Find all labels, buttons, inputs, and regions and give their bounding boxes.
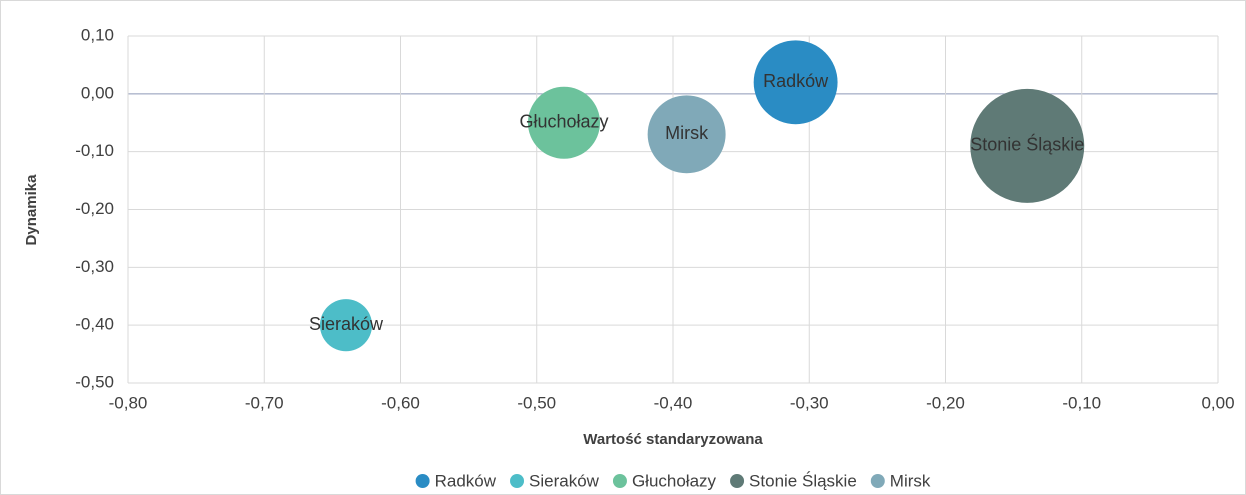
legend-marker [510,474,525,488]
y-tick-label: -0,50 [75,372,114,391]
x-tick-label: -0,20 [926,393,965,412]
x-tick-label: -0,30 [790,393,829,412]
x-tick-label: -0,70 [245,393,284,412]
legend: Radków Sieraków Głuchołazy Stonie Śląskie Mi… [415,471,931,490]
y-tick-label: -0,20 [75,199,114,218]
x-tick-label: -0,40 [654,393,693,412]
legend-label: Stonie Śląskie [749,471,857,490]
y-tick-label: -0,10 [75,141,114,160]
legend-label: Głuchołazy [632,471,717,490]
bubble [319,299,373,352]
data-label: Radków [763,71,829,91]
legend-marker [730,474,745,488]
data-label: Sieraków [309,314,384,334]
bubble [970,88,1085,203]
y-axis-title: Dynamika [23,174,40,246]
y-tick-label: -0,30 [75,257,114,276]
bubble [527,86,601,159]
data-label: Stonie Śląskie [970,134,1084,155]
y-tick-label: -0,40 [75,315,114,334]
x-tick-label: -0,60 [381,393,420,412]
legend-marker [870,474,885,488]
data-label: Głuchołazy [519,112,608,132]
y-tick-label: 0,10 [81,25,114,44]
legend-label: Sieraków [529,471,600,490]
legend-label: Mirsk [890,471,931,490]
x-axis-title: Wartość standaryzowana [583,431,763,448]
legend-label: Radków [435,471,497,490]
y-tick-label: 0,00 [81,83,114,102]
x-tick-label: -0,10 [1062,393,1101,412]
bubble [647,95,726,174]
legend-marker [415,474,430,488]
x-tick-label: -0,80 [109,393,148,412]
legend-marker [612,474,627,488]
x-tick-label: 0,00 [1201,393,1234,412]
x-tick-label: -0,50 [517,393,556,412]
bubble [753,40,838,125]
data-label: Mirsk [665,123,709,143]
